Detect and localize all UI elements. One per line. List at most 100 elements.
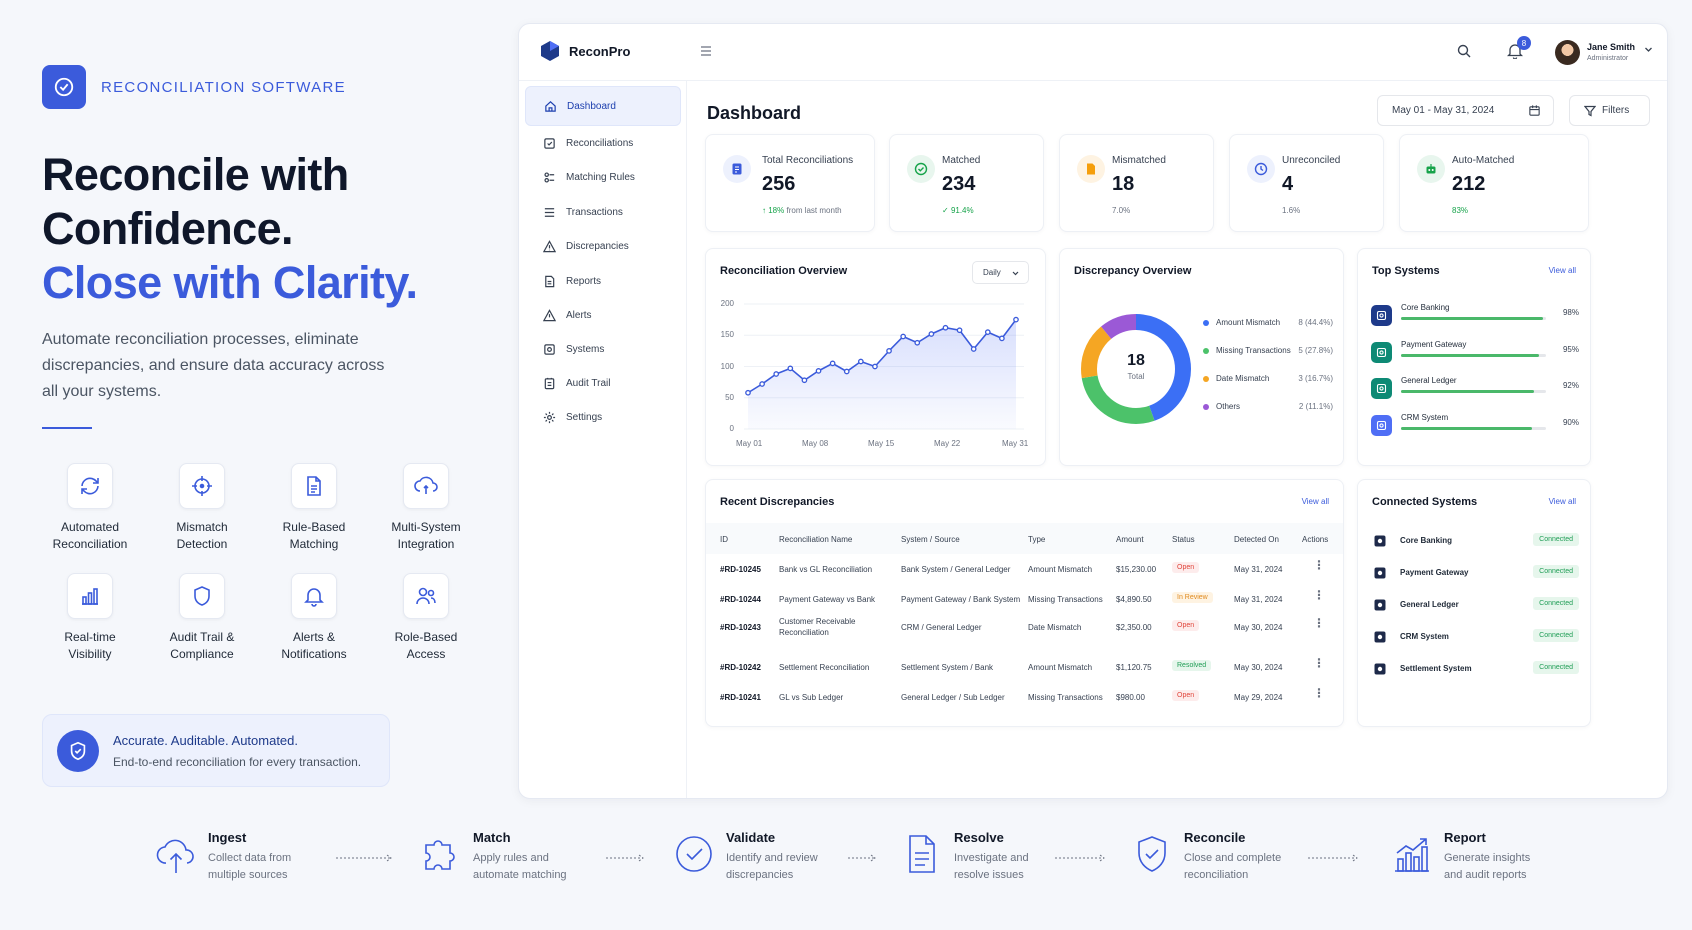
data-point[interactable] [886, 348, 892, 354]
app-logo[interactable]: ReconPro [541, 41, 630, 61]
table-row[interactable]: #RD-10242 Settlement Reconciliation Settle… [706, 652, 1343, 682]
top-system-row[interactable]: Core Banking 98% [1371, 303, 1579, 327]
stat-card-matched[interactable]: Matched 234 ✓ 91.4% [889, 134, 1044, 232]
connected-view-all-link[interactable]: View all [1548, 497, 1576, 506]
filters-button[interactable]: Filters [1569, 95, 1650, 126]
menu-icon[interactable] [699, 44, 713, 58]
connected-system-icon-wrap [1371, 660, 1389, 678]
sidebar-item-matching-rules[interactable]: Matching Rules [525, 157, 681, 197]
column-header[interactable]: Reconciliation Name [779, 535, 853, 544]
search-icon[interactable] [1457, 44, 1471, 58]
table-row[interactable]: #RD-10243 Customer Receivable Reconciliat… [706, 612, 1343, 642]
row-actions-kebab-icon[interactable]: ⋮ [1313, 616, 1325, 630]
data-point[interactable] [970, 346, 977, 352]
table-row[interactable]: #RD-10244 Payment Gateway vs Bank Payment … [706, 584, 1343, 614]
flow-step-title: Resolve [954, 830, 1004, 845]
connected-system-row[interactable]: Settlement System Connected [1371, 660, 1579, 682]
sidebar-item-alerts[interactable]: Alerts [525, 295, 681, 335]
date-range-picker[interactable]: May 01 - May 31, 2024 [1377, 95, 1554, 126]
sidebar-item-audit-trail[interactable]: Audit Trail [525, 363, 681, 403]
column-header[interactable]: Status [1172, 535, 1195, 544]
sidebar-item-systems[interactable]: Systems [525, 329, 681, 369]
flow-step-desc: Investigate and resolve issues [954, 852, 1029, 881]
connected-system-row[interactable]: CRM System Connected [1371, 628, 1579, 650]
stat-label: Total Reconciliations [762, 155, 854, 166]
sidebar-item-settings[interactable]: Settings [525, 397, 681, 437]
table-row[interactable]: #RD-10245 Bank vs GL Reconciliation Bank S… [706, 554, 1343, 584]
status-badge: Open [1172, 690, 1200, 701]
data-point[interactable] [843, 368, 850, 375]
data-point[interactable] [801, 377, 808, 384]
stat-card-auto-matched[interactable]: Auto-Matched 212 83% [1399, 134, 1589, 232]
data-point[interactable] [956, 327, 963, 334]
period-select[interactable]: Daily [972, 261, 1029, 284]
stat-value: 234 [942, 173, 976, 195]
data-point[interactable] [745, 389, 751, 396]
table-header [706, 523, 1343, 554]
recent-view-all-link[interactable]: View all [1301, 497, 1329, 506]
stat-percent: 91.4% [950, 206, 974, 215]
column-header[interactable]: Type [1028, 535, 1046, 544]
connected-system-row[interactable]: Payment Gateway Connected [1371, 564, 1579, 586]
data-point[interactable] [857, 358, 864, 365]
donut-slice[interactable] [1081, 314, 1191, 424]
data-point[interactable] [928, 331, 935, 337]
top-systems-view-all-link[interactable]: View all [1548, 266, 1576, 275]
sidebar-item-discrepancies[interactable]: Discrepancies [525, 226, 681, 266]
column-header[interactable]: Amount [1116, 535, 1144, 544]
ledger-icon [732, 163, 742, 175]
data-point[interactable] [759, 381, 765, 387]
top-systems-card: Top Systems View all Core Banking 98% Paym… [1357, 248, 1591, 466]
connection-status-badge: Connected [1533, 629, 1579, 642]
feature-item: Automated Reconciliation [34, 463, 146, 553]
cell-id: #RD-10245 [720, 565, 761, 574]
flow-step-match: Match Apply rules and automate matching [417, 830, 567, 884]
column-header[interactable]: Detected On [1234, 535, 1279, 544]
list-icon [544, 207, 555, 217]
stat-value: 256 [762, 173, 796, 195]
sidebar-item-dashboard[interactable]: Dashboard [525, 86, 681, 126]
data-point[interactable] [829, 360, 836, 367]
cell-name: GL vs Sub Ledger [779, 693, 844, 702]
data-point[interactable] [900, 333, 907, 340]
data-point[interactable] [914, 339, 921, 346]
column-header[interactable]: Actions [1302, 535, 1329, 544]
chevron-down-icon [1012, 271, 1019, 276]
column-header[interactable]: ID [720, 535, 728, 544]
sidebar-item-reports[interactable]: Reports [525, 261, 681, 301]
data-point[interactable] [984, 329, 991, 335]
column-header[interactable]: System / Source [901, 535, 960, 544]
system-name: General Ledger [1401, 376, 1457, 385]
top-system-row[interactable]: Payment Gateway 95% [1371, 340, 1579, 364]
top-system-row[interactable]: General Ledger 92% [1371, 376, 1579, 400]
data-point[interactable] [999, 335, 1005, 342]
data-point[interactable] [815, 368, 822, 374]
donut-slice[interactable] [1081, 314, 1191, 424]
table-row[interactable]: #RD-10241 GL vs Sub Ledger General Ledger … [706, 682, 1343, 712]
row-actions-kebab-icon[interactable]: ⋮ [1313, 588, 1325, 602]
stat-card-unreconciled[interactable]: Unreconciled 4 1.6% [1229, 134, 1384, 232]
user-name[interactable]: Jane Smith [1587, 42, 1636, 52]
avatar[interactable] [1555, 40, 1580, 65]
donut-slice[interactable] [1081, 314, 1191, 424]
card-title: Recent Discrepancies [720, 496, 835, 508]
row-actions-kebab-icon[interactable]: ⋮ [1313, 686, 1325, 700]
data-point[interactable] [942, 324, 949, 331]
chevron-down-icon[interactable] [1644, 45, 1653, 54]
data-point[interactable] [872, 363, 878, 370]
stat-card-total[interactable]: Total Reconciliations 256 ↑ 18% from las… [705, 134, 875, 232]
cloud-upload-icon [156, 839, 194, 873]
data-point[interactable] [773, 371, 780, 377]
sidebar-item-transactions[interactable]: Transactions [525, 192, 681, 232]
connection-status-badge: Connected [1533, 661, 1579, 674]
data-point[interactable] [787, 365, 794, 372]
connected-system-row[interactable]: General Ledger Connected [1371, 596, 1579, 618]
top-system-row[interactable]: CRM System 90% [1371, 413, 1579, 437]
data-point[interactable] [1013, 316, 1019, 323]
row-actions-kebab-icon[interactable]: ⋮ [1313, 558, 1325, 572]
stat-card-mismatched[interactable]: Mismatched 18 7.0% [1059, 134, 1214, 232]
row-actions-kebab-icon[interactable]: ⋮ [1313, 656, 1325, 670]
sidebar-item-reconciliations[interactable]: Reconciliations [525, 123, 681, 163]
system-progress-fill [1401, 427, 1532, 430]
connected-system-row[interactable]: Core Banking Connected [1371, 532, 1579, 554]
